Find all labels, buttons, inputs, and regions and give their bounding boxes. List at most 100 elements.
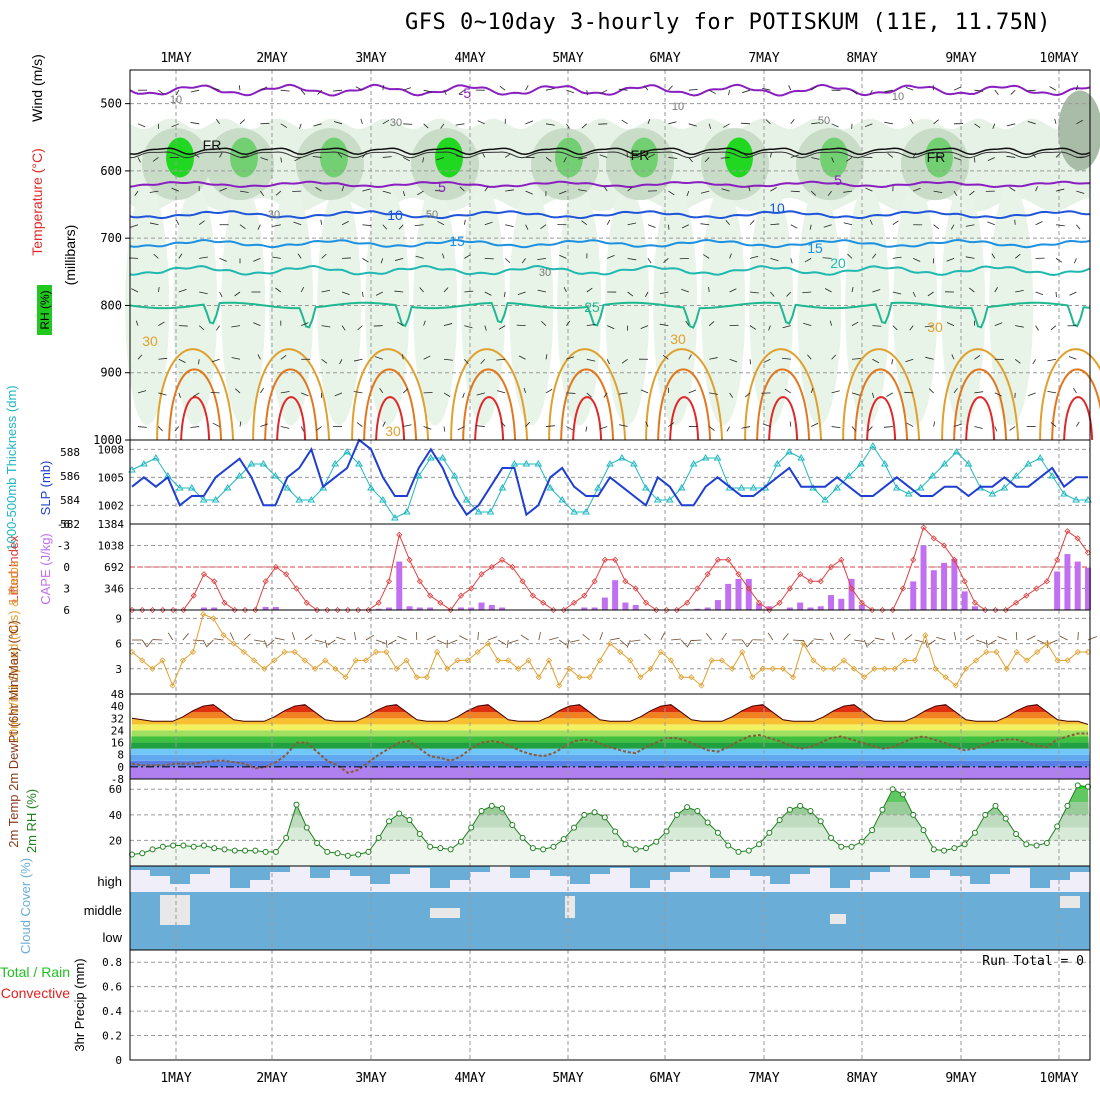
wind-barb: [175, 219, 180, 225]
wind-barb: [1035, 186, 1038, 192]
wind-barb: [559, 254, 567, 259]
surface-wind-barb: [1087, 636, 1098, 641]
ylabel-temperature: Temperature (°C): [29, 148, 45, 256]
rh-point: [961, 841, 968, 848]
rh-legend-swatch: [37, 285, 52, 335]
isotherm-35: [462, 368, 517, 441]
wind-barb: [396, 321, 404, 326]
cloud-high-cell: [650, 866, 670, 880]
thickness-point: [582, 508, 590, 515]
isotherm-label: 10: [769, 200, 785, 216]
wind-barb: [829, 320, 832, 326]
wind-barb: [341, 186, 345, 192]
wind-barb: [357, 325, 363, 331]
wind-barb: [847, 253, 853, 259]
date-label-top: 2MAY: [256, 51, 287, 66]
wind-barb: [599, 426, 608, 430]
wind-barbs: [129, 85, 1086, 432]
rh-point: [1033, 842, 1040, 849]
rh-point: [797, 802, 804, 809]
wind-barb: [723, 123, 730, 128]
cape-bar: [941, 562, 948, 610]
cloud-high-cell: [1050, 866, 1070, 880]
wind-speed-point: [688, 674, 695, 681]
surface-wind-barb: [1036, 639, 1047, 645]
wind-barb: [994, 392, 1002, 397]
wind-barb: [275, 190, 282, 196]
thickness-point: [773, 460, 782, 467]
li-tick-label: 6: [63, 604, 70, 617]
wind-barb: [872, 392, 875, 398]
wind-barb: [827, 190, 832, 196]
wind-barb: [851, 426, 857, 432]
wind-barb: [790, 154, 799, 158]
surface-wind-barb: [670, 638, 681, 641]
thickness-point: [355, 460, 363, 467]
lifted-index-point: [642, 599, 650, 606]
rh-tick-label: 40: [109, 809, 122, 822]
slp-tick-label: 1002: [98, 499, 125, 512]
lifted-index-point: [385, 578, 393, 585]
wind-barb: [770, 187, 777, 192]
surface-wind-barb: [353, 632, 357, 641]
wind-barb: [872, 358, 880, 364]
thickness-point: [833, 484, 841, 491]
wind-barb: [851, 286, 854, 293]
wind-barb: [199, 291, 208, 295]
lifted-index-point: [869, 606, 876, 614]
rh-point: [642, 845, 649, 852]
wind-barb: [688, 157, 693, 163]
wind-barb: [422, 157, 424, 163]
wind-barb: [586, 392, 592, 398]
wind-barb: [659, 291, 669, 295]
isotherm-label: 10: [387, 207, 403, 223]
cape-bar: [735, 578, 742, 610]
wind-barb: [171, 187, 179, 192]
thickness-point: [869, 442, 877, 449]
rh-point: [694, 807, 701, 814]
wind-speed-point: [342, 674, 349, 681]
wind-barb: [709, 89, 716, 95]
isotherm-35: [756, 368, 811, 441]
wind-speed-point: [484, 640, 492, 647]
wind-barb: [869, 89, 873, 96]
wind-barb: [257, 354, 261, 360]
rh-saturated: [166, 137, 194, 178]
wind-barb: [1035, 291, 1044, 296]
cloud-high-cell: [970, 866, 990, 884]
wind-barb: [216, 325, 220, 331]
thickness-point: [701, 454, 710, 461]
surface-wind-barb: [619, 639, 628, 647]
rh-point: [982, 811, 989, 818]
rh-point: [457, 838, 464, 845]
slp-tick-label: 1005: [98, 471, 125, 484]
date-label-bottom: 3MAY: [355, 1071, 386, 1086]
rh-point: [344, 852, 351, 859]
wind-barb: [504, 153, 511, 158]
surface-wind-barb: [569, 639, 580, 643]
surface-wind-barb: [267, 639, 275, 647]
wind-barb: [846, 157, 853, 162]
thickness-point: [402, 508, 411, 515]
wind-barb: [887, 153, 894, 158]
rh-point: [447, 846, 454, 853]
wind-barb: [1032, 359, 1036, 365]
wind-barb: [1050, 422, 1057, 427]
lifted-index-point: [355, 606, 362, 614]
cloud-high-cell: [870, 866, 890, 872]
wind-barb: [178, 288, 187, 293]
surface-wind-barb: [582, 634, 590, 641]
thickness-point: [307, 496, 316, 503]
temp-band: [130, 724, 1090, 731]
cloud-high-cell: [330, 866, 350, 870]
cape-bar: [581, 607, 588, 610]
wind-barb: [171, 123, 179, 128]
wind-barb: [398, 224, 404, 230]
wind-barb: [607, 325, 615, 330]
surface-wind-barb: [1026, 635, 1036, 641]
wind-barb: [379, 388, 384, 394]
isotherm-40: [1063, 396, 1094, 441]
wind-barb: [789, 421, 792, 427]
lifted-index-point: [591, 578, 598, 585]
date-label-bottom: 6MAY: [649, 1071, 680, 1086]
